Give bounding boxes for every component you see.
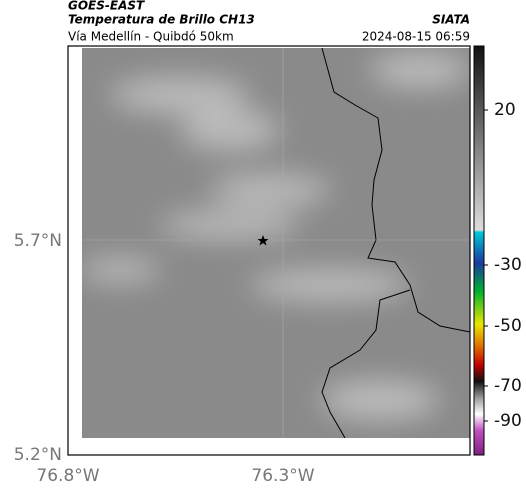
source: SIATA	[432, 13, 470, 27]
lon-label: 76.3°W	[251, 466, 314, 486]
map-frame	[67, 45, 471, 456]
product: Temperatura de Brillo CH13	[68, 13, 255, 27]
satellite: GOES-EAST	[68, 0, 145, 13]
colorbar-tick-label: -70	[494, 376, 522, 396]
satellite-image	[82, 48, 470, 438]
colorbar-tick-label: -90	[494, 411, 522, 431]
colorbar-tick-label: 20	[494, 100, 516, 120]
colorbar-tick-label: -30	[494, 255, 522, 275]
colorbar-tick-label: -50	[494, 316, 522, 336]
border	[321, 48, 470, 333]
colorbar-ticks: 20 -30 -50 -70 -90	[484, 100, 522, 431]
border	[321, 289, 411, 438]
datetime: 2024-08-15 06:59	[362, 30, 470, 44]
lat-label: 5.2°N	[14, 445, 62, 465]
lat-label: 5.7°N	[14, 231, 62, 251]
region: Vía Medellín - Quibdó 50km	[68, 30, 234, 44]
marker	[257, 235, 269, 246]
lon-label: 76.8°W	[36, 466, 99, 486]
colorbar	[473, 45, 485, 456]
